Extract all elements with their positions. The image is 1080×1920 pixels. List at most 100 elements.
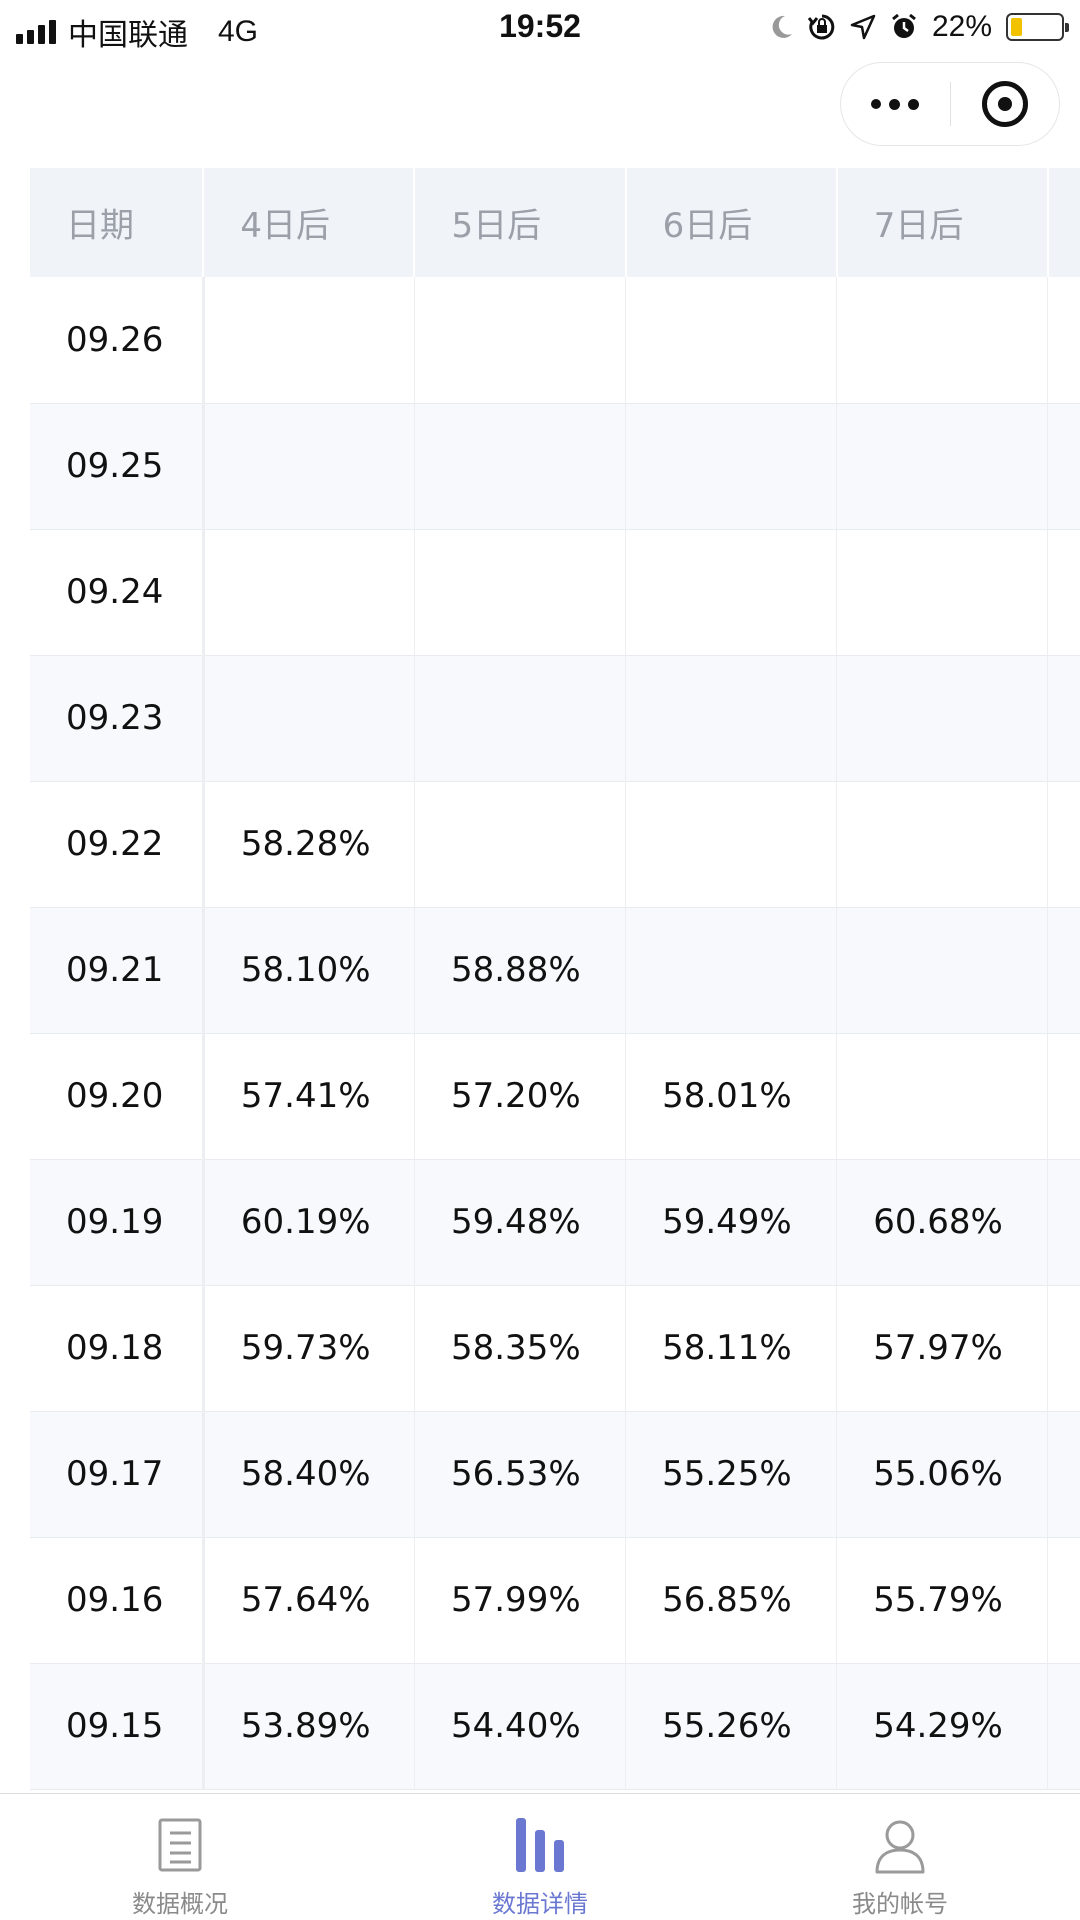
- retention-cell: [414, 277, 627, 404]
- network-label: 4G: [218, 15, 259, 48]
- retention-cell: 58.35%: [414, 1285, 627, 1412]
- retention-cell: 55.25%: [625, 1411, 838, 1538]
- battery-icon: [1006, 13, 1069, 41]
- retention-cell: 55.79%: [836, 1537, 1049, 1664]
- bottom-tab-bar: 数据概况 数据详情 我的帐号: [0, 1793, 1080, 1920]
- retention-cell: 55.06%: [836, 1411, 1049, 1538]
- tab-overview[interactable]: 数据概况: [0, 1794, 360, 1920]
- retention-cell: [836, 277, 1049, 404]
- tab-account[interactable]: 我的帐号: [720, 1794, 1080, 1920]
- tab-account-label: 我的帐号: [852, 1890, 948, 1918]
- date-cell: 09.25: [30, 403, 205, 530]
- table-row: 09.20 57.41% 57.20% 58.01%: [30, 1033, 1080, 1160]
- table-header-row: 日期 4日后 5日后 6日后 7日后: [30, 168, 1080, 277]
- date-cell: 09.15: [30, 1663, 205, 1790]
- table-row: 09.26: [30, 277, 1080, 404]
- retention-cell: [625, 403, 838, 530]
- date-cell: 09.23: [30, 655, 205, 782]
- table-row: 09.19 60.19% 59.48% 59.49% 60.68%: [30, 1159, 1080, 1286]
- header-date: 日期: [30, 168, 205, 277]
- retention-cell: 57.99%: [414, 1537, 627, 1664]
- overflow-cell: [1047, 1537, 1080, 1664]
- retention-cell: [836, 1033, 1049, 1160]
- header-day5: 5日后: [414, 168, 627, 277]
- retention-cell: 57.64%: [203, 1537, 415, 1664]
- overflow-cell: [1047, 529, 1080, 656]
- overflow-cell: [1047, 655, 1080, 782]
- overflow-cell: [1047, 1663, 1080, 1790]
- retention-cell: [625, 277, 838, 404]
- retention-cell: [625, 907, 838, 1034]
- retention-cell: 60.19%: [203, 1159, 415, 1286]
- overflow-cell: [1047, 403, 1080, 530]
- retention-cell: 59.48%: [414, 1159, 627, 1286]
- retention-cell: [625, 529, 838, 656]
- table-row: 09.18 59.73% 58.35% 58.11% 57.97%: [30, 1285, 1080, 1412]
- overflow-cell: [1047, 1285, 1080, 1412]
- tab-details-label: 数据详情: [492, 1890, 588, 1918]
- table-row: 09.15 53.89% 54.40% 55.26% 54.29%: [30, 1663, 1080, 1790]
- date-cell: 09.22: [30, 781, 205, 908]
- retention-cell: 59.73%: [203, 1285, 415, 1412]
- location-icon: [850, 14, 876, 40]
- clock: 19:52: [499, 8, 581, 44]
- status-bar: 中国联通 4G 19:52 22%: [0, 0, 1080, 56]
- retention-cell: [836, 529, 1049, 656]
- tab-details[interactable]: 数据详情: [360, 1794, 720, 1920]
- date-cell: 09.24: [30, 529, 205, 656]
- retention-cell: 57.41%: [203, 1033, 415, 1160]
- date-cell: 09.16: [30, 1537, 205, 1664]
- retention-cell: 54.29%: [836, 1663, 1049, 1790]
- retention-cell: 56.53%: [414, 1411, 627, 1538]
- retention-cell: [836, 655, 1049, 782]
- overflow-cell: [1047, 781, 1080, 908]
- overflow-cell: [1047, 1411, 1080, 1538]
- overflow-cell: [1047, 277, 1080, 404]
- retention-cell: [414, 529, 627, 656]
- moon-icon: [772, 15, 792, 38]
- close-button[interactable]: [951, 63, 1060, 145]
- retention-cell: 56.85%: [625, 1537, 838, 1664]
- retention-table: 日期 4日后 5日后 6日后 7日后 09.26 09.25 09.24 09.23 0…: [30, 168, 1080, 1790]
- overflow-cell: [1047, 1159, 1080, 1286]
- rotation-lock-icon: [807, 14, 835, 40]
- retention-cell: 55.26%: [625, 1663, 838, 1790]
- status-left: 中国联通 4G: [16, 10, 258, 54]
- retention-cell: [625, 781, 838, 908]
- retention-cell: 60.68%: [836, 1159, 1049, 1286]
- retention-cell: [203, 403, 415, 530]
- alarm-icon: [892, 13, 916, 38]
- battery-percent: 22%: [931, 10, 992, 43]
- retention-cell: 57.97%: [836, 1285, 1049, 1412]
- retention-cell: [203, 529, 415, 656]
- retention-cell: [625, 655, 838, 782]
- overflow-cell: [1047, 1033, 1080, 1160]
- retention-cell: 53.89%: [203, 1663, 415, 1790]
- capsule-menu: [840, 62, 1060, 146]
- date-cell: 09.17: [30, 1411, 205, 1538]
- more-dots-icon[interactable]: [841, 63, 950, 145]
- table-row: 09.24: [30, 529, 1080, 656]
- overflow-cell: [1047, 907, 1080, 1034]
- header-overflow: [1047, 168, 1080, 277]
- retention-cell: [414, 781, 627, 908]
- retention-cell: 58.10%: [203, 907, 415, 1034]
- retention-cell: 58.40%: [203, 1411, 415, 1538]
- table-body: 09.26 09.25 09.24 09.23 09.22 58.28% 09.21 58.1…: [30, 277, 1080, 1790]
- bar-chart-icon: [516, 1818, 564, 1872]
- retention-cell: 54.40%: [414, 1663, 627, 1790]
- date-cell: 09.20: [30, 1033, 205, 1160]
- retention-table-container[interactable]: 日期 4日后 5日后 6日后 7日后 09.26 09.25 09.24 09.23 0…: [30, 168, 1080, 1793]
- retention-cell: 58.88%: [414, 907, 627, 1034]
- retention-cell: [414, 655, 627, 782]
- date-cell: 09.18: [30, 1285, 205, 1412]
- retention-cell: 59.49%: [625, 1159, 838, 1286]
- table-row: 09.23: [30, 655, 1080, 782]
- retention-cell: [203, 277, 415, 404]
- retention-cell: [836, 403, 1049, 530]
- retention-cell: [414, 403, 627, 530]
- user-icon: [875, 1820, 925, 1874]
- carrier-label: 中国联通: [68, 19, 188, 52]
- table-row: 09.17 58.40% 56.53% 55.25% 55.06%: [30, 1411, 1080, 1538]
- close-target-icon: [981, 81, 1028, 127]
